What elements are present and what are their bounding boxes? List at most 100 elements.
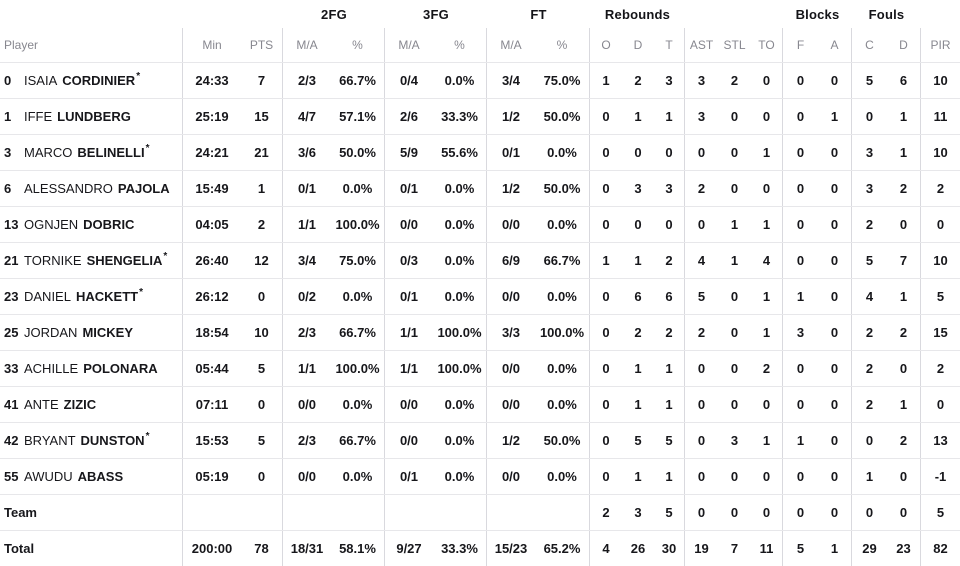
stat-cell-pts: 5 (241, 351, 283, 386)
group-header-spacer (685, 0, 783, 28)
col-header-fouls-d: D (887, 28, 921, 62)
player-cell[interactable]: 21 TORNIKE SHENGELIA * (0, 243, 183, 278)
col-header-blocks-a: A (818, 28, 852, 62)
stat-cell-stl: 0 (730, 145, 739, 160)
stat-cell-foul-c: 5 (865, 253, 874, 268)
stat-cell-pir: -1 (934, 469, 947, 484)
stat-cell-pir: 10 (933, 73, 948, 88)
stat-cell-ast: 2 (697, 325, 706, 340)
stat-cell-ast: 0 (697, 505, 706, 520)
stat-cell-pts: 10 (241, 315, 283, 350)
player-last-name: DUNSTON (80, 433, 145, 448)
stat-cell-2fg-ma: 1/1 (297, 217, 317, 232)
stat-cell-to: 0 (751, 495, 783, 530)
stat-cell-block-a: 0 (818, 279, 852, 314)
table-row: 3 MARCO BELINELLI * 24:21 21 3/6 50.0% 5… (0, 134, 960, 170)
player-cell[interactable]: 0 ISAIA CORDINIER * (0, 63, 183, 98)
stat-cell-reb-t: 6 (654, 279, 685, 314)
stat-cell-3fg-ma: 0/0 (399, 433, 419, 448)
stat-cell-ast: 0 (697, 433, 706, 448)
player-cell[interactable]: 23 DANIEL HACKETT * (0, 279, 183, 314)
stat-cell-reb-d: 3 (634, 181, 642, 196)
player-cell[interactable]: 3 MARCO BELINELLI * (0, 135, 183, 170)
stat-cell-reb-o: 0 (602, 469, 610, 484)
player-cell[interactable]: 42 BRYANT DUNSTON * (0, 423, 183, 458)
stat-cell-foul-c: 0 (865, 109, 874, 124)
stat-cell-reb-t: 2 (654, 315, 685, 350)
stat-cell-foul-c: 3 (865, 181, 874, 196)
stat-cell-2fg-ma: 0/2 (297, 289, 317, 304)
player-cell[interactable]: 1 IFFE LUNDBERG (0, 99, 183, 134)
stat-cell-pir: 11 (933, 109, 948, 124)
stat-cell-3fg-pct: 55.6% (433, 135, 487, 170)
player-cell[interactable]: 25 JORDAN MICKEY (0, 315, 183, 350)
stat-cell-block-f: 3 (796, 325, 805, 340)
stat-cell-block-f: 1 (796, 433, 805, 448)
stat-cell-to: 0 (751, 171, 783, 206)
stat-cell-foul-d: 0 (887, 207, 921, 242)
stat-cell-3fg-pct: 33.3% (433, 531, 487, 566)
player-cell[interactable]: 55 AWUDU ABASS (0, 459, 183, 494)
stat-cell-3fg-ma: 1/1 (399, 361, 419, 376)
player-cell[interactable]: 41 ANTE ZIZIC (0, 387, 183, 422)
player-number: 55 (4, 469, 19, 484)
stat-cell-ft-ma: 6/9 (501, 253, 521, 268)
starter-mark: * (145, 143, 150, 154)
stat-cell-stl: 0 (730, 469, 739, 484)
stat-cell-reb-d: 1 (634, 469, 642, 484)
stat-cell-3fg-ma: 0/1 (399, 469, 419, 484)
stat-cell-reb-d: 1 (634, 397, 642, 412)
player-number: 41 (4, 397, 19, 412)
table-row: 25 JORDAN MICKEY 18:54 10 2/3 66.7% 1/1 … (0, 314, 960, 350)
stat-cell-reb-o: 0 (602, 361, 610, 376)
stat-cell-2fg-pct: 66.7% (331, 63, 385, 98)
player-first-name: TORNIKE (24, 253, 82, 268)
stat-cell-min: 07:11 (195, 397, 229, 412)
group-header-2fg: 2FG (321, 6, 347, 22)
group-header-fouls: Fouls (868, 6, 905, 22)
stat-cell-stl: 0 (730, 325, 739, 340)
stat-cell-stl: 2 (730, 73, 739, 88)
stat-cell-block-f: 0 (796, 253, 805, 268)
stat-cell-to: 0 (751, 63, 783, 98)
stat-cell-3fg-ma: 0/0 (399, 397, 419, 412)
stat-cell-stl: 7 (730, 541, 739, 556)
stat-cell-min: 15:49 (195, 181, 229, 196)
stat-cell-pir: 0 (936, 397, 945, 412)
stat-cell-ft-pct: 0.0% (535, 459, 590, 494)
player-cell[interactable]: 33 ACHILLE POLONARA (0, 351, 183, 386)
stat-cell-min: 15:53 (195, 433, 229, 448)
stat-cell-ft-ma: 1/2 (501, 181, 521, 196)
stat-cell-reb-t: 5 (654, 423, 685, 458)
stat-cell-to: 1 (751, 423, 783, 458)
stat-cell-reb-t: 2 (654, 243, 685, 278)
stat-cell-2fg-pct: 66.7% (331, 315, 385, 350)
table-row: 6 ALESSANDRO PAJOLA 15:49 1 0/1 0.0% 0/1… (0, 170, 960, 206)
stat-cell-2fg-ma (283, 495, 331, 530)
col-header-reb-o: O (601, 38, 611, 52)
stat-cell-stl: 1 (730, 217, 739, 232)
stat-cell-ast: 2 (697, 181, 706, 196)
stat-cell-foul-d: 1 (887, 135, 921, 170)
stat-cell-pir: 0 (936, 217, 945, 232)
stat-cell-2fg-ma: 3/6 (297, 145, 317, 160)
stat-cell-min: 04:05 (195, 217, 229, 232)
stat-cell-stl: 0 (730, 289, 739, 304)
stat-cell-2fg-ma: 2/3 (297, 433, 317, 448)
player-number: 21 (4, 253, 19, 268)
player-cell[interactable]: 6 ALESSANDRO PAJOLA (0, 171, 183, 206)
stat-cell-min (183, 495, 241, 530)
stat-cell-reb-d: 1 (634, 253, 642, 268)
row-label: Team (4, 505, 37, 520)
stat-cell-pir: 2 (936, 181, 945, 196)
stat-cell-block-a: 0 (818, 423, 852, 458)
stat-cell-foul-c: 29 (862, 541, 877, 556)
player-first-name: MARCO (24, 145, 73, 160)
starter-mark: * (163, 251, 168, 262)
player-cell[interactable]: 13 OGNJEN DOBRIC (0, 207, 183, 242)
col-header-2fg-ma: M/A (296, 38, 318, 52)
starter-mark: * (145, 431, 150, 442)
stat-cell-block-a: 0 (818, 171, 852, 206)
stat-cell-pts: 7 (241, 63, 283, 98)
